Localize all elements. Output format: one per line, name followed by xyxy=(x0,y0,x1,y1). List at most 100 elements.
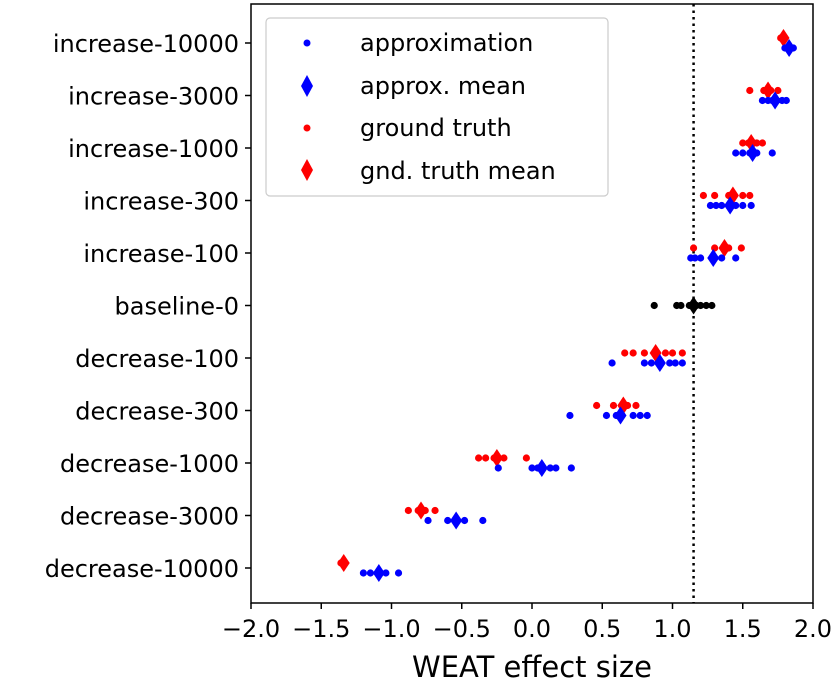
y-tick-label-baseline-0: baseline-0 xyxy=(115,293,239,321)
point-approx-increase-1000-0 xyxy=(732,149,740,157)
tick-layer: increase-10000increase-3000increase-1000… xyxy=(45,30,832,643)
point-truth-decrease-100-0 xyxy=(621,349,629,357)
point-approx-decrease-300-3 xyxy=(629,411,637,420)
legend-label-ground-truth: ground truth xyxy=(360,114,512,142)
point-truth-increase-1000-0 xyxy=(739,139,747,147)
mean-approx-decrease-100 xyxy=(653,354,666,372)
mean-approx-increase-100 xyxy=(707,249,720,267)
y-tick-label-decrease-100: decrease-100 xyxy=(75,345,239,373)
point-approx-increase-3000-0 xyxy=(758,96,767,105)
y-tick-label-increase-10000: increase-10000 xyxy=(53,30,239,58)
mean-approx-decrease-1000 xyxy=(535,459,548,477)
point-approx-decrease-3000-3 xyxy=(460,516,469,525)
point-approx-decrease-1000-5 xyxy=(567,464,575,472)
y-tick-label-increase-1000: increase-1000 xyxy=(68,135,239,163)
point-baseline-baseline-0-7 xyxy=(708,301,716,310)
x-tick-label-1: −1.5 xyxy=(292,615,350,643)
mean-truth-decrease-3000 xyxy=(415,501,428,520)
point-approx-increase-100-3 xyxy=(718,254,726,262)
point-approx-decrease-1000-3 xyxy=(546,464,554,472)
x-tick-label-5: 0.5 xyxy=(583,615,621,643)
point-truth-decrease-100-4 xyxy=(668,349,677,357)
plot-content xyxy=(337,4,797,603)
point-approx-decrease-10000-4 xyxy=(394,569,403,577)
y-tick-label-increase-100: increase-100 xyxy=(83,240,239,268)
point-approx-decrease-3000-1 xyxy=(444,516,452,525)
point-approx-decrease-300-0 xyxy=(566,411,574,420)
point-truth-decrease-100-2 xyxy=(640,349,649,357)
point-approx-decrease-3000-0 xyxy=(424,516,432,525)
point-approx-decrease-100-0 xyxy=(608,359,616,367)
point-truth-decrease-1000-3 xyxy=(500,454,508,462)
legend-box xyxy=(265,17,609,197)
mean-approx-increase-1000 xyxy=(746,144,759,162)
point-truth-increase-300-1 xyxy=(711,191,719,200)
mean-approx-increase-3000 xyxy=(769,91,782,110)
point-approx-increase-1000-1 xyxy=(739,149,747,157)
legend-marker-approx-mean xyxy=(301,75,313,97)
x-tick-label-3: −0.5 xyxy=(433,615,491,643)
mean-truth-increase-3000 xyxy=(762,81,775,100)
point-approx-increase-100-2 xyxy=(697,254,705,262)
point-approx-increase-300-2 xyxy=(718,201,726,210)
point-approx-increase-300-1 xyxy=(712,201,720,210)
legend-marker-ground-truth xyxy=(303,124,311,132)
legend-marker-gnd-truth-mean xyxy=(301,159,313,181)
point-approx-decrease-1000-0 xyxy=(494,464,502,472)
point-approx-increase-100-1 xyxy=(691,254,699,262)
point-approx-decrease-300-4 xyxy=(636,411,644,420)
point-approx-decrease-10000-0 xyxy=(359,569,367,577)
point-truth-increase-3000-0 xyxy=(746,86,754,95)
point-truth-decrease-100-1 xyxy=(629,349,637,357)
mean-truth-increase-10000 xyxy=(777,29,790,47)
point-truth-increase-1000-3 xyxy=(758,139,767,147)
point-truth-decrease-300-3 xyxy=(632,401,640,410)
plot-frame xyxy=(250,3,814,604)
mean-approx-decrease-3000 xyxy=(450,511,463,530)
legend: approximation approx. mean ground truth … xyxy=(265,17,609,197)
y-tick-label-increase-300: increase-300 xyxy=(83,188,239,216)
point-approx-decrease-100-2 xyxy=(647,359,656,367)
x-tick-label-8: 2.0 xyxy=(794,615,832,643)
point-truth-increase-300-0 xyxy=(699,191,708,200)
point-truth-decrease-100-3 xyxy=(661,349,670,357)
point-approx-decrease-10000-3 xyxy=(382,569,390,577)
point-approx-decrease-3000-4 xyxy=(479,516,487,525)
point-baseline-baseline-0-6 xyxy=(702,301,710,310)
point-truth-decrease-1000-0 xyxy=(475,454,483,462)
mean-baseline-baseline-0 xyxy=(687,296,700,315)
point-approx-increase-300-0 xyxy=(706,201,715,210)
point-approx-increase-300-4 xyxy=(739,201,747,210)
x-tick-label-6: 1.0 xyxy=(653,615,691,643)
mean-approx-increase-10000 xyxy=(783,39,796,57)
point-approx-decrease-1000-1 xyxy=(528,464,536,472)
point-approx-decrease-100-1 xyxy=(640,359,649,367)
point-baseline-baseline-0-5 xyxy=(697,301,705,310)
mean-approx-increase-300 xyxy=(724,196,737,215)
mean-truth-increase-100 xyxy=(718,239,731,257)
mean-truth-decrease-1000 xyxy=(490,449,503,467)
point-truth-increase-300-3 xyxy=(739,191,747,200)
point-baseline-baseline-0-2 xyxy=(677,301,685,310)
mean-truth-decrease-10000 xyxy=(337,554,350,572)
point-approx-increase-300-5 xyxy=(747,201,755,210)
point-approx-decrease-300-1 xyxy=(602,411,611,420)
y-tick-label-decrease-10000: decrease-10000 xyxy=(45,555,239,583)
y-tick-label-decrease-300: decrease-300 xyxy=(75,398,239,426)
point-truth-decrease-3000-3 xyxy=(431,506,439,515)
point-truth-decrease-1000-1 xyxy=(482,454,490,462)
point-approx-decrease-100-3 xyxy=(666,359,674,367)
point-truth-increase-300-4 xyxy=(746,191,754,200)
point-truth-decrease-3000-0 xyxy=(404,506,412,515)
point-approx-decrease-100-5 xyxy=(678,359,686,367)
point-truth-decrease-300-1 xyxy=(609,401,618,410)
legend-label-approx-mean: approx. mean xyxy=(360,72,526,100)
point-truth-decrease-100-5 xyxy=(678,349,686,357)
x-axis-title: WEAT effect size xyxy=(412,650,652,684)
point-approx-decrease-300-5 xyxy=(643,411,651,420)
x-tick-label-2: −1.0 xyxy=(362,615,420,643)
point-approx-decrease-100-4 xyxy=(671,359,679,367)
point-truth-decrease-300-0 xyxy=(593,401,601,410)
point-truth-increase-3000-3 xyxy=(774,86,782,95)
legend-label-approximation: approximation xyxy=(360,29,533,57)
